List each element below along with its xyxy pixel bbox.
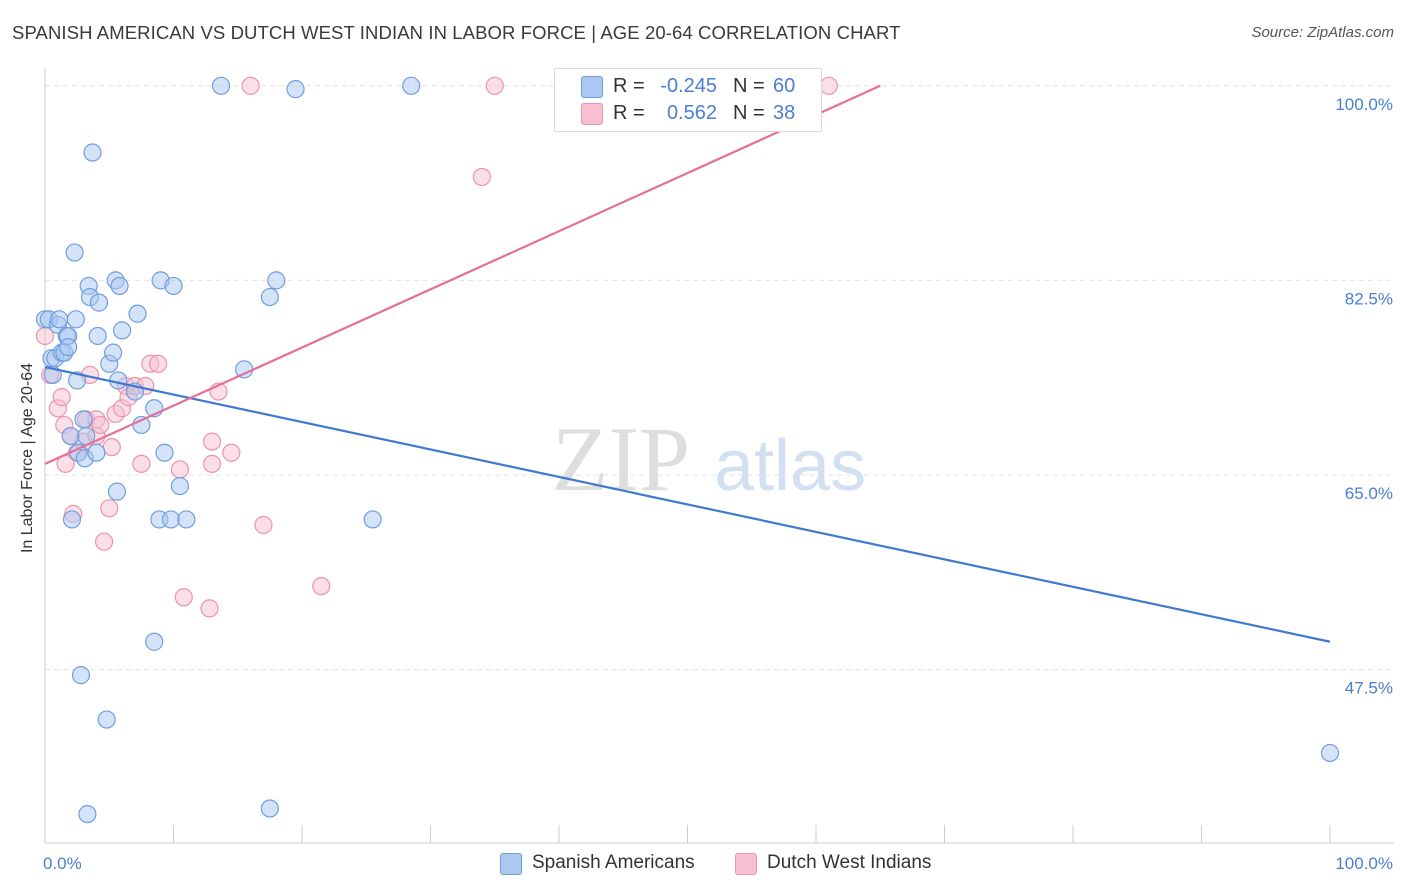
- spanish-american-point: [62, 510, 82, 529]
- spanish-american-point: [286, 80, 305, 99]
- dutch-west-indian-point: [254, 515, 273, 535]
- dutch-west-indian-point: [312, 577, 331, 596]
- spanish-american-point: [78, 804, 97, 824]
- legend-swatch-blue: [500, 853, 522, 875]
- dutch-west-indian-point: [222, 443, 241, 462]
- dutch-west-indian-point: [95, 532, 114, 551]
- spanish-american-point: [87, 443, 106, 462]
- spanish-american-point: [177, 510, 196, 529]
- source-label: Source: ZipAtlas.com: [1251, 24, 1394, 41]
- x-tick-label: 0.0%: [43, 854, 82, 873]
- spanish-american-point: [132, 415, 151, 435]
- r-value: -0.245: [660, 75, 717, 97]
- n-label: N =: [733, 75, 765, 97]
- spanish-american-point: [1320, 743, 1340, 763]
- dutch-west-indian-point: [202, 454, 222, 473]
- r-label: R =: [613, 102, 645, 124]
- spanish-american-point: [74, 410, 93, 429]
- legend-swatch-pink: [735, 853, 757, 875]
- watermark-zip: ZIP: [552, 408, 690, 510]
- watermark-atlas: atlas: [714, 426, 866, 506]
- legend-label: Spanish Americans: [532, 852, 695, 873]
- spanish-american-point: [145, 632, 164, 651]
- spanish-american-point: [267, 271, 286, 290]
- n-value: 38: [773, 102, 796, 124]
- dutch-west-indian-point: [132, 454, 151, 473]
- watermark: ZIP atlas: [552, 408, 866, 510]
- y-tick-label: 100.0%: [1335, 95, 1393, 114]
- y-tick-label: 82.5%: [1345, 289, 1393, 308]
- stats-row-dutch-west-indians: R = 0.562 N = 38: [555, 100, 821, 126]
- dutch-west-indian-point: [200, 599, 219, 618]
- spanish-american-point: [104, 343, 123, 362]
- spanish-american-point: [65, 243, 84, 262]
- x-tick-label: 100.0%: [1335, 854, 1393, 873]
- spanish-american-point: [89, 293, 109, 312]
- stats-row-spanish-americans: R = -0.245 N = 60: [555, 73, 821, 99]
- dutch-west-indian-point: [241, 76, 260, 95]
- dutch-west-indian-point: [174, 588, 193, 607]
- spanish-americans-points: [35, 76, 1340, 824]
- legend-swatch-blue: [581, 76, 603, 98]
- spanish-american-point: [164, 276, 183, 296]
- r-value: 0.562: [666, 102, 717, 124]
- dutch-west-indian-point: [102, 438, 121, 457]
- spanish-american-point: [50, 310, 69, 329]
- dutch-west-indian-point: [148, 354, 168, 373]
- dutch-west-indians-points: [35, 76, 838, 618]
- spanish-american-point: [66, 310, 85, 329]
- spanish-american-point: [59, 337, 78, 357]
- spanish-american-point: [112, 321, 132, 340]
- tick-labels: 47.5% 65.0% 82.5% 100.0% 0.0% 100.0%: [43, 95, 1393, 873]
- chart-title: SPANISH AMERICAN VS DUTCH WEST INDIAN IN…: [12, 22, 901, 43]
- trend-lines: [44, 84, 1331, 643]
- spanish-american-point: [170, 476, 190, 496]
- dutch-west-indian-point: [202, 432, 222, 451]
- dutch-west-indian-point: [91, 415, 110, 435]
- dutch-west-indian-point: [100, 499, 119, 518]
- dutch-west-indian-point: [170, 460, 190, 479]
- legend-label: Dutch West Indians: [767, 852, 932, 873]
- stats-legend: R = -0.245 N = 60 R = 0.562 N = 38: [554, 68, 822, 132]
- y-tick-label: 65.0%: [1345, 484, 1393, 503]
- dutch-west-indian-point: [52, 388, 71, 407]
- spanish-american-point: [88, 326, 107, 346]
- dutch-west-indian-point: [472, 167, 491, 187]
- spanish-american-point: [71, 666, 91, 685]
- spanish-american-point: [110, 276, 129, 296]
- y-tick-label: 47.5%: [1345, 679, 1393, 698]
- spanish-american-point: [161, 510, 181, 529]
- spanish-american-point: [260, 287, 279, 307]
- dutch-west-indian-point: [485, 76, 504, 95]
- spanish-american-point: [155, 443, 174, 462]
- n-label: N =: [733, 102, 765, 124]
- axes: [44, 68, 1394, 844]
- legend-swatch-pink: [581, 103, 603, 125]
- spanish-american-point: [211, 76, 231, 95]
- dutch-west-indians-trend-line: [44, 84, 881, 465]
- spanish-americans-trend-line: [44, 366, 1331, 643]
- n-value: 60: [773, 75, 796, 97]
- spanish-american-point: [260, 799, 279, 818]
- spanish-american-point: [61, 426, 80, 446]
- r-label: R =: [613, 75, 645, 97]
- dutch-west-indian-point: [819, 76, 838, 95]
- spanish-american-point: [128, 304, 147, 323]
- spanish-american-point: [363, 510, 382, 529]
- spanish-american-point: [68, 371, 87, 390]
- spanish-american-point: [402, 76, 421, 95]
- spanish-american-point: [97, 710, 116, 729]
- spanish-american-point: [83, 143, 102, 162]
- spanish-american-point: [107, 482, 127, 501]
